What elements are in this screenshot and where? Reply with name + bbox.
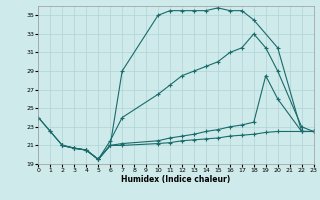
X-axis label: Humidex (Indice chaleur): Humidex (Indice chaleur): [121, 175, 231, 184]
